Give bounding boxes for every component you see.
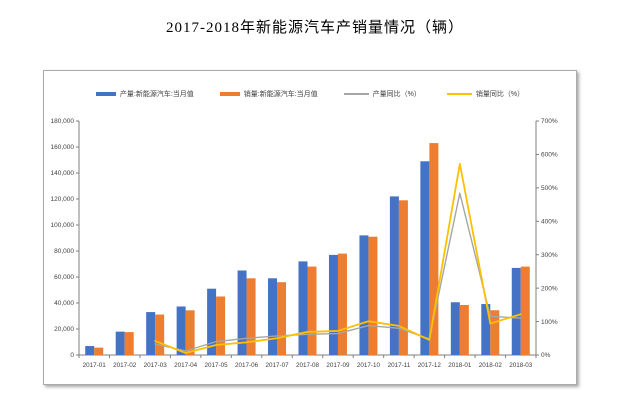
line-production-yoy [154,192,522,352]
y-left-tick-label: 120,000 [51,196,75,203]
bar [359,235,369,355]
y-right-tick-label: 600% [541,152,558,159]
x-tick-label: 2017-06 [235,362,259,369]
x-tick-label: 2018-02 [479,362,503,369]
x-tick-label: 2017-05 [205,362,229,369]
x-tick-label: 2017-12 [418,362,442,369]
bar [511,267,521,355]
x-tick-label: 2017-10 [357,362,381,369]
y-right-tick-label: 200% [541,285,558,292]
bar [328,254,338,355]
bar [337,253,347,355]
legend-item-2: 销量:新能源汽车:当月值 [219,89,318,99]
bar [450,302,460,355]
x-tick-label: 2017-07 [265,362,289,369]
x-tick-label: 2017-01 [83,362,107,369]
chart-panel: 产量:新能源汽车:当月值 销量:新能源汽车:当月值 产量同比（%） 销量同比（%） 0… [43,70,577,385]
bar [520,266,530,355]
legend-line-swatch [446,93,472,95]
x-tick-label: 2017-11 [388,362,411,369]
bar [94,347,104,355]
y-right-tick-label: 0% [541,352,551,359]
chart-plot: 0 20,000 40,000 60,000 80,000 100,000 120,000 1… [51,118,558,369]
legend-bar-swatch [95,92,116,96]
bar [115,331,125,355]
bar [368,236,378,355]
bar [124,332,134,355]
legend-item-3: 产量同比（%） [343,89,421,99]
bar [490,310,500,355]
y-left-tick-label: 0 [70,352,74,359]
bar [216,296,226,355]
x-tick-label: 2017-08 [296,362,320,369]
bar [176,306,186,355]
y-left-tick-label: 80,000 [54,248,74,255]
y-left-tick-label: 100,000 [51,222,75,229]
bars-sales [94,143,530,355]
legend-label: 销量同比（%） [475,91,525,98]
bar [207,288,217,355]
bar [429,143,439,355]
bar [307,266,317,355]
y-right-tick-label: 300% [541,252,558,259]
legend-label: 销量:新能源汽车:当月值 [243,91,318,98]
bar [389,196,399,355]
legend-label: 产量同比（%） [372,91,421,98]
bar [237,270,247,355]
legend-item-4: 销量同比（%） [446,89,525,99]
line-sales-yoy [154,162,522,354]
bar [298,261,308,355]
y-left-tick-label: 140,000 [51,170,75,177]
x-tick-label: 2018-03 [509,362,533,369]
x-tick-label: 2017-02 [113,362,137,369]
bar [146,312,156,355]
bar [155,314,165,355]
y-right-tick-label: 400% [541,218,558,225]
bar [398,200,408,355]
y-right-tick-label: 100% [541,319,558,326]
bar [481,304,491,355]
x-tick-label: 2018-01 [448,362,472,369]
legend-item-1: 产量:新能源汽车:当月值 [95,89,194,99]
bar [459,304,469,355]
x-tick-label: 2017-03 [144,362,168,369]
y-left-tick-label: 20,000 [54,326,74,333]
legend-bar-swatch [219,92,240,96]
bar [246,278,256,355]
y-left-tick-label: 40,000 [54,300,74,307]
bar [277,282,287,355]
x-tick-label: 2017-04 [174,362,198,369]
bar [268,278,278,355]
chart-legend: 产量:新能源汽车:当月值 销量:新能源汽车:当月值 产量同比（%） 销量同比（%） [44,89,576,99]
y-left-tick-label: 180,000 [51,118,75,125]
chart-title: 2017-2018年新能源汽车产销量情况（辆） [166,20,464,36]
y-right-tick-label: 500% [541,185,558,192]
x-tick-label: 2017-09 [326,362,350,369]
bar [185,310,195,355]
y-right-tick-label: 700% [541,118,558,125]
bar [85,346,95,355]
legend-label: 产量:新能源汽车:当月值 [119,91,194,98]
bars-production [85,161,521,355]
y-left-tick-label: 160,000 [51,144,75,151]
bar [420,161,430,355]
legend-line-swatch [343,93,369,95]
y-left-tick-label: 60,000 [54,274,74,281]
